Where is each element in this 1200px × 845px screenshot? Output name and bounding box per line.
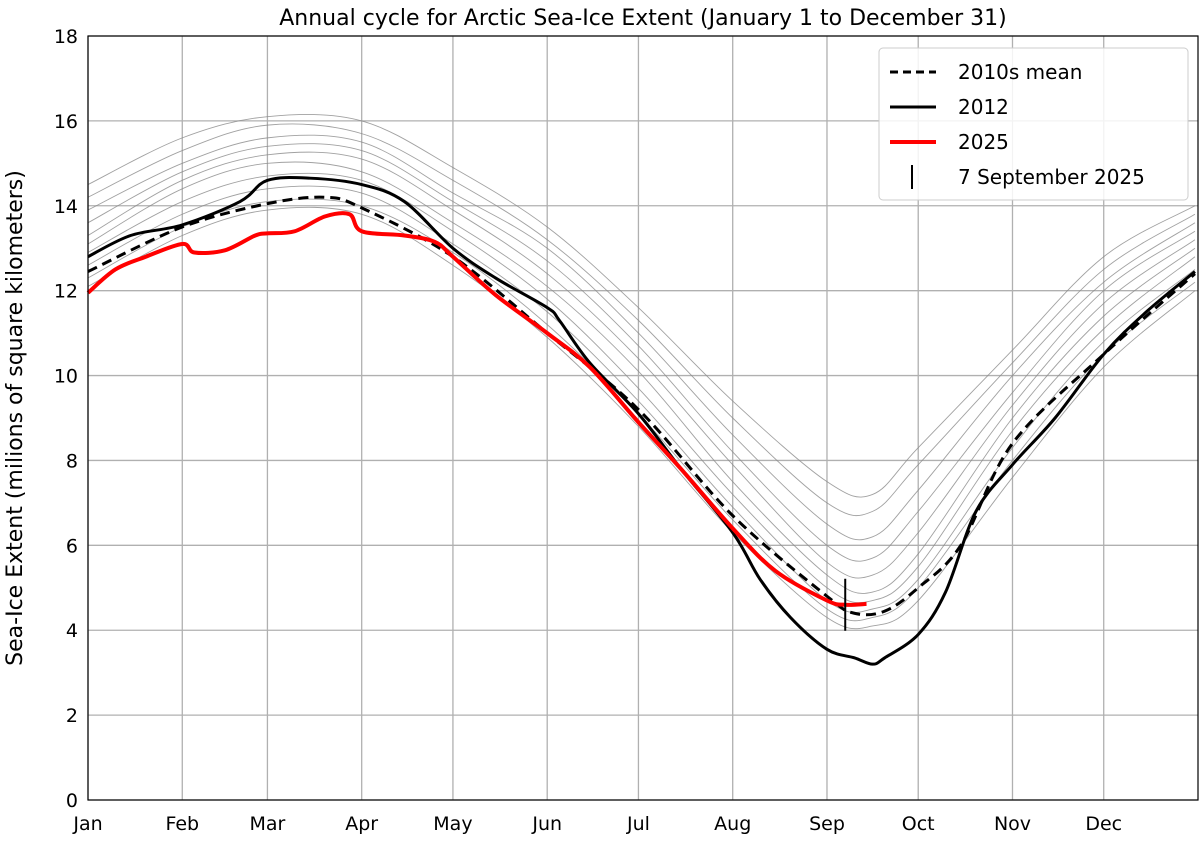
x-tick-label: Jan [72, 813, 102, 835]
x-tick-label: Oct [902, 813, 935, 835]
legend-label: 2012 [958, 95, 1009, 119]
tick-labels: 0 2 4 6 8 10 12 14 16 18 Jan Feb Mar Apr May Jun Jul Aug S… [54, 26, 1122, 835]
y-tick-label: 14 [54, 196, 78, 218]
x-tick-label: Apr [345, 813, 378, 835]
x-tick-label: Dec [1085, 813, 1122, 835]
series-line-2012 [87, 176, 1196, 666]
y-tick-label: 18 [54, 26, 78, 48]
historical-year-line [87, 134, 1196, 541]
x-tick-label: Sep [809, 813, 845, 835]
historical-year-line [87, 185, 1196, 613]
series-lines [86, 176, 1196, 666]
historical-year-line [87, 161, 1196, 594]
y-tick-label: 12 [54, 281, 78, 303]
y-tick-label: 2 [66, 705, 78, 727]
y-tick-label: 4 [66, 620, 78, 642]
y-tick-label: 10 [54, 366, 78, 388]
historical-year-line [87, 151, 1196, 579]
x-tick-label: Jul [626, 813, 650, 835]
series-line-2010s-mean [87, 195, 1196, 617]
legend: 2010s mean 2012 2025 7 September 2025 [878, 47, 1189, 201]
historical-year-line [87, 143, 1196, 562]
y-axis-label: Sea-Ice Extent (milions of square kilome… [3, 170, 28, 666]
x-tick-label: Nov [994, 813, 1031, 835]
historical-year-line [87, 206, 1196, 630]
y-tick-label: 6 [66, 535, 78, 557]
x-tick-label: Mar [249, 813, 285, 835]
legend-label: 2010s mean [958, 60, 1082, 84]
x-tick-label: Jun [531, 813, 562, 835]
y-tick-label: 16 [54, 111, 78, 133]
series-line-2025 [86, 211, 867, 607]
y-tick-label: 0 [66, 790, 78, 812]
plot-frame [87, 35, 1199, 801]
x-tick-label: Aug [714, 813, 751, 835]
chart-title: Annual cycle for Arctic Sea-Ice Extent (… [279, 6, 1006, 31]
legend-label: 2025 [958, 130, 1009, 154]
x-tick-label: Feb [165, 813, 199, 835]
x-tick-label: May [433, 813, 472, 835]
historical-year-line [87, 114, 1196, 498]
y-tick-label: 8 [66, 450, 78, 472]
historical-year-line [87, 172, 1196, 604]
historical-year-line [87, 123, 1196, 517]
legend-label: 7 September 2025 [958, 165, 1145, 189]
